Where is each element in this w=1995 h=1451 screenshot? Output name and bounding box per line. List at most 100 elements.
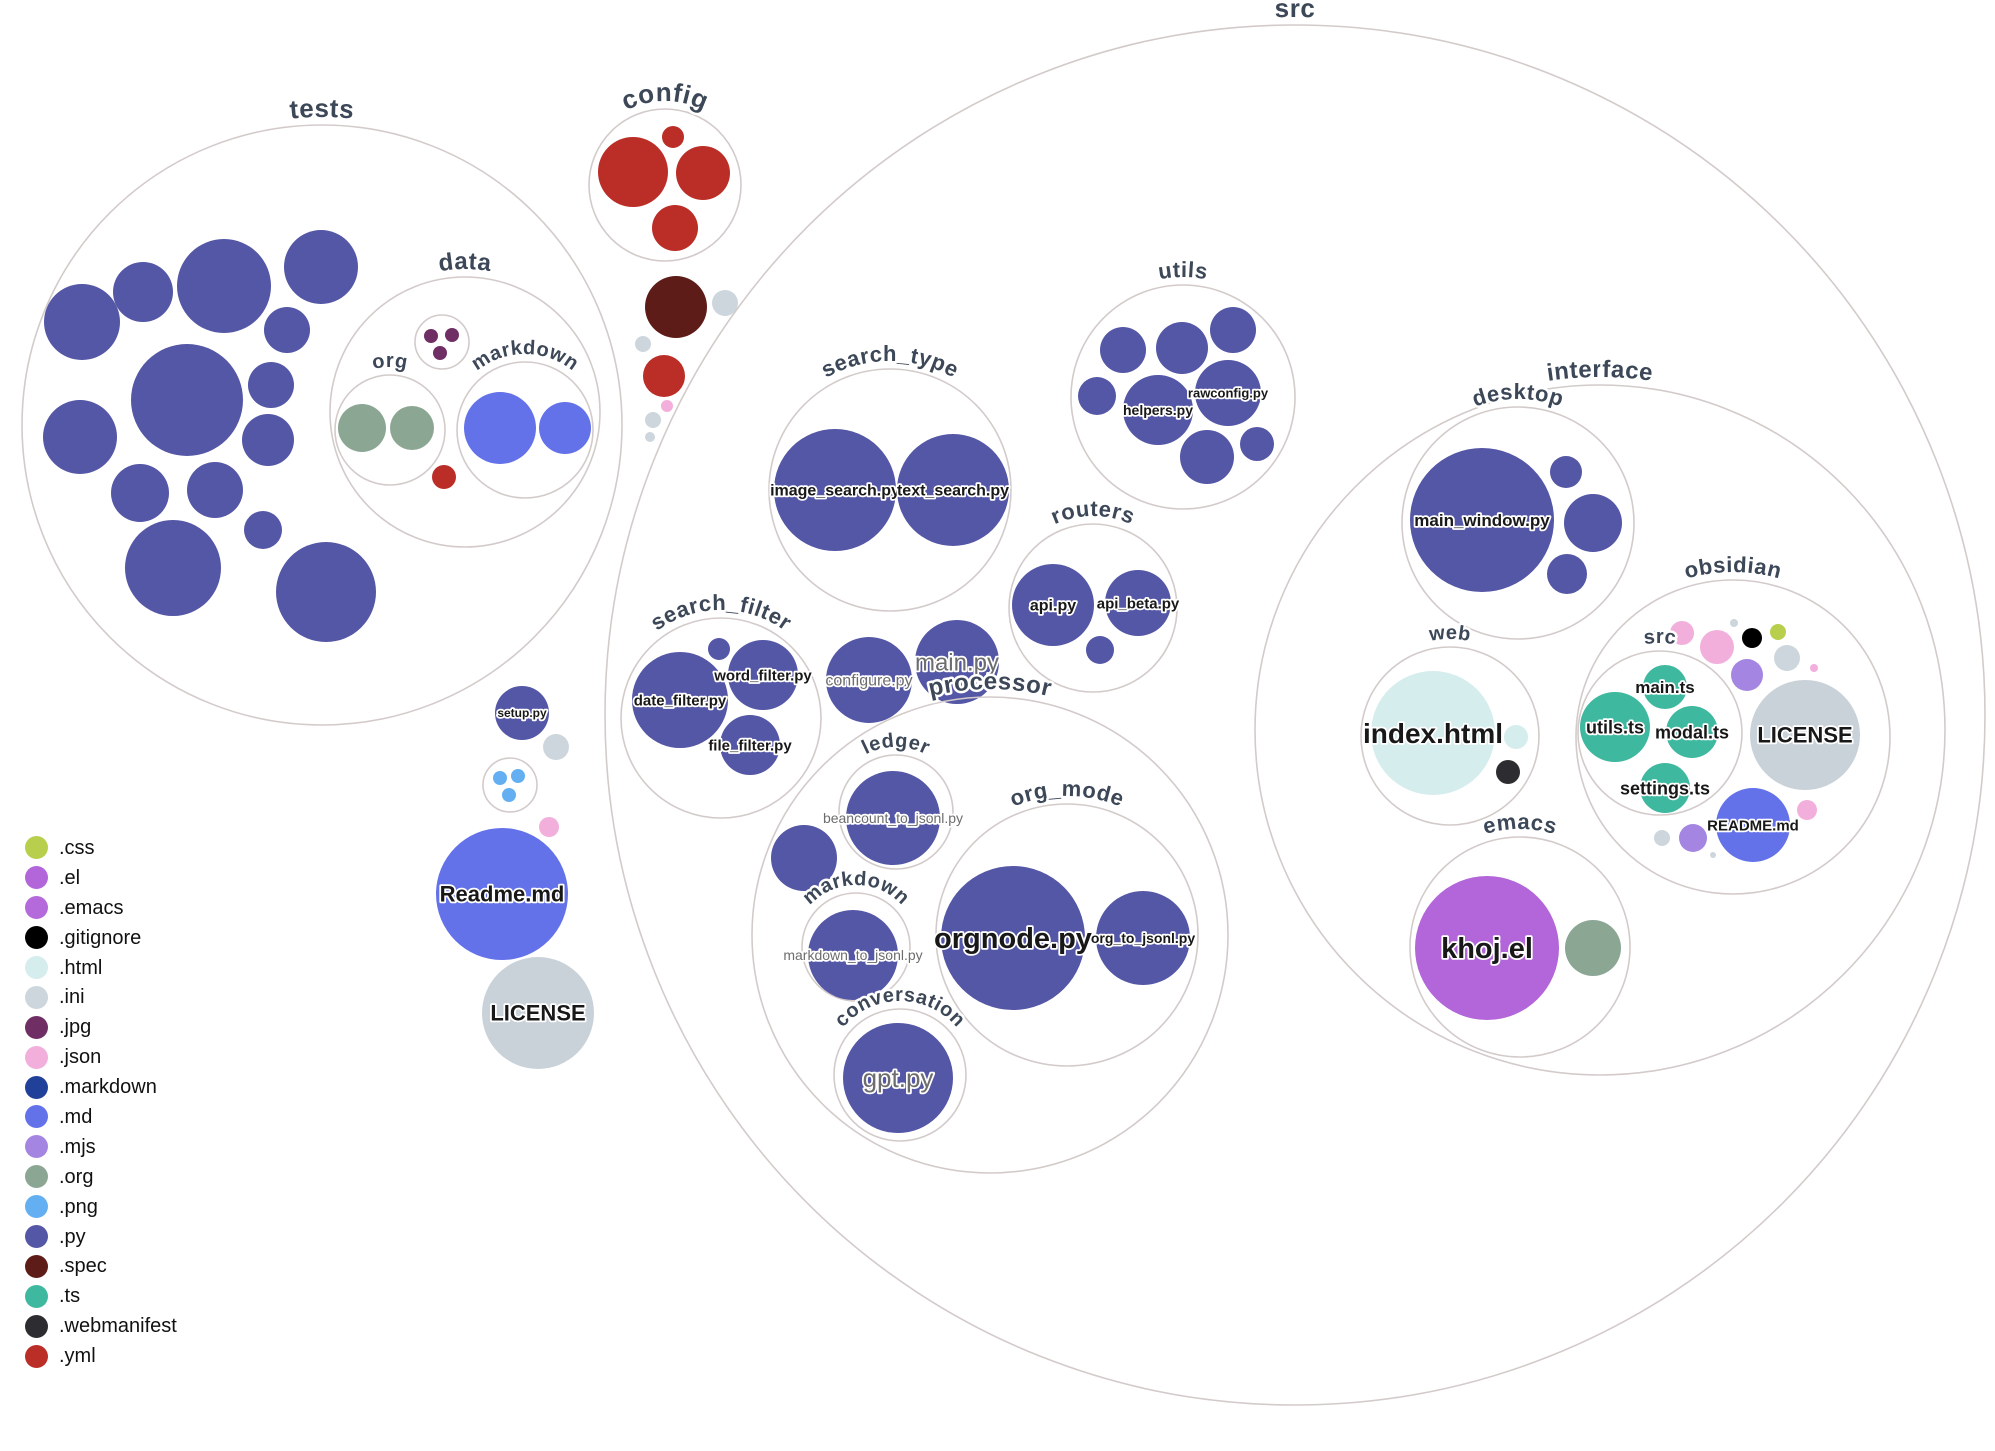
legend-label-org: .org — [59, 1165, 94, 1188]
legend-dot-json — [25, 1045, 48, 1069]
file-label-setup-py: setup.py — [497, 706, 547, 720]
dir-label-tests: tests — [288, 93, 355, 125]
legend-label-yml: .yml — [59, 1345, 96, 1368]
file-extension-legend: .css .el .emacs .gitignore .html .ini .jpg .jso… — [25, 833, 177, 1371]
file-tests-py-10 — [111, 464, 169, 522]
file-main-ts — [1643, 665, 1687, 709]
dir-ledger — [838, 754, 954, 870]
file-label-configure-py: configure.py — [825, 673, 912, 690]
file-label-api-py: api.py — [1030, 598, 1076, 615]
file-api-py — [1012, 564, 1094, 646]
dir-emacs — [1409, 836, 1631, 1058]
file-obsidian-ini-2 — [1774, 645, 1800, 671]
dir-org-mode — [935, 803, 1199, 1067]
legend-item-ts: .ts — [25, 1281, 177, 1311]
file-config-yml-2 — [662, 126, 684, 148]
legend-dot-markdown — [25, 1075, 48, 1099]
dir-label-utils: utils — [1156, 257, 1209, 284]
file-utils-py-2 — [1156, 322, 1208, 374]
dir-interface — [1254, 384, 1946, 1076]
file-modal-ts — [1666, 706, 1718, 758]
file-label-settings-ts: settings.ts — [1620, 778, 1710, 798]
file-obsidian-gitignore — [1742, 628, 1762, 648]
legend-label-el: .el — [59, 866, 81, 889]
file-utils-py-4 — [1078, 377, 1116, 415]
dir-search-filter — [620, 617, 822, 819]
file-beancount-to-jsonl-py — [846, 771, 940, 865]
file-settings-ts — [1640, 763, 1690, 813]
file-readme-md — [436, 828, 568, 960]
file-date-filter-py — [632, 652, 728, 748]
dir-conversation — [833, 1008, 967, 1142]
legend-dot-el — [25, 866, 48, 890]
file-tests-py-3 — [177, 239, 271, 333]
file-tests-py-2 — [113, 262, 173, 322]
legend-item-jpg: .jpg — [25, 1012, 177, 1042]
file-tests-py-9 — [242, 414, 294, 466]
file-desktop-py-1 — [1550, 456, 1582, 488]
dir-root-png-group — [482, 757, 538, 813]
dir-tests — [21, 124, 623, 726]
file-utils-ts — [1580, 692, 1650, 762]
dir-web — [1360, 646, 1540, 826]
file-data-jpg-3 — [433, 346, 447, 360]
file-root-spec — [645, 276, 707, 338]
file-tests-py-5 — [264, 307, 310, 353]
legend-label-spec: .spec — [59, 1255, 107, 1278]
file-obsidian-mjs-2 — [1679, 824, 1707, 852]
file-tests-py-7 — [43, 400, 117, 474]
legend-item-emacs: .emacs — [25, 893, 177, 923]
file-utils-py-6 — [1240, 427, 1274, 461]
legend-item-el: .el — [25, 863, 177, 893]
file-label-gpt-py: gpt.py — [863, 1063, 934, 1093]
legend-dot-ini — [25, 985, 48, 1009]
legend-item-gitignore: .gitignore — [25, 923, 177, 953]
file-label-utils-ts: utils.ts — [1586, 717, 1644, 737]
file-label-license-obsidian: LICENSE — [1757, 723, 1852, 748]
dir-desktop — [1401, 406, 1635, 640]
file-tests-py-8 — [248, 362, 294, 408]
file-config-yml-4 — [652, 205, 698, 251]
legend-dot-py — [25, 1225, 48, 1249]
file-root-ini-1 — [712, 290, 738, 316]
file-obsidian-json-1 — [1670, 621, 1694, 645]
file-label-org-to-jsonl-py: org_to_jsonl.py — [1091, 930, 1195, 946]
file-license-root — [482, 957, 594, 1069]
file-label-markdown-to-jsonl-py: markdown_to_jsonl.py — [783, 947, 922, 963]
legend-label-css: .css — [59, 836, 95, 859]
legend-dot-png — [25, 1195, 48, 1219]
file-obsidian-json-4 — [1797, 800, 1817, 820]
file-label-main-ts: main.ts — [1635, 678, 1695, 697]
dir-data-org — [334, 374, 446, 486]
file-markdown-to-jsonl-py — [808, 910, 898, 1000]
file-root-ini-5 — [543, 734, 569, 760]
file-main-window-py — [1410, 448, 1554, 592]
legend-item-py: .py — [25, 1222, 177, 1252]
dir-utils — [1070, 284, 1296, 510]
file-config-yml-1 — [598, 137, 668, 207]
file-root-json-1 — [661, 400, 673, 412]
file-utils-py-5 — [1180, 430, 1234, 484]
file-web-html — [1504, 725, 1528, 749]
dir-src — [604, 24, 1986, 1406]
file-label-readme-obsidian: README.md — [1707, 817, 1799, 834]
file-utils-py-3 — [1210, 307, 1256, 353]
file-data-jpg-2 — [445, 328, 459, 342]
file-rawconfig-py — [1195, 360, 1261, 426]
legend-label-markdown: .markdown — [59, 1076, 157, 1099]
file-label-khoj-el: khoj.el — [1441, 933, 1533, 965]
legend-label-md: .md — [59, 1105, 93, 1128]
dir-label-obsidian-src: src — [1643, 626, 1678, 649]
file-tests-py-6 — [131, 344, 243, 456]
file-orgnode-py — [941, 866, 1085, 1010]
legend-label-mjs: .mjs — [59, 1135, 96, 1158]
file-obsidian-ini-4 — [1710, 852, 1716, 858]
file-utils-py-1 — [1100, 327, 1146, 373]
file-main-py — [915, 620, 999, 704]
file-routers-py — [1086, 636, 1114, 664]
dir-processor — [751, 696, 1229, 1174]
file-helpers-py — [1123, 375, 1193, 445]
file-tests-py-12 — [125, 520, 221, 616]
file-index-html — [1371, 671, 1495, 795]
